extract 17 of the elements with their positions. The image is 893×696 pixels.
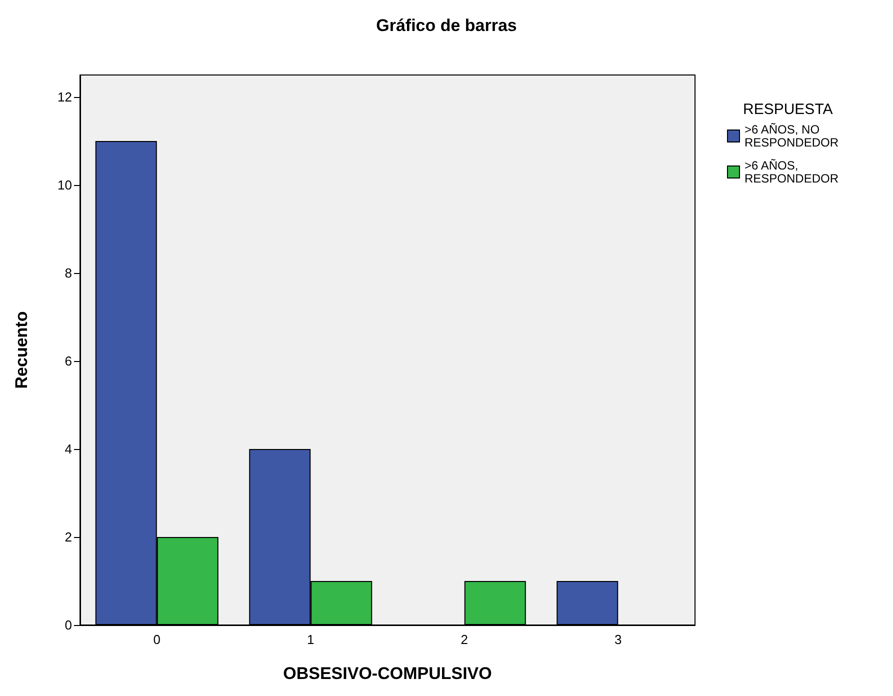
x-tick-label: 3 [614, 632, 622, 647]
x-tick-label: 0 [153, 632, 160, 647]
y-tick-label: 2 [64, 530, 72, 544]
y-tick-label: 4 [64, 442, 72, 456]
x-tick-label: 2 [460, 632, 468, 647]
legend-title: RESPUESTA [743, 101, 833, 118]
chart-title: Gráfico de barras [376, 16, 517, 35]
legend-label: >6 AÑOS, NO RESPONDEDOR [744, 122, 839, 150]
y-tick-label: 10 [58, 178, 72, 192]
x-tick-label: 1 [307, 632, 314, 647]
y-axis-title: Recuento [12, 311, 31, 389]
y-tick-label: 0 [64, 618, 72, 632]
legend-label: >6 AÑOS, RESPONDEDOR [744, 158, 839, 186]
y-tick-label: 8 [64, 266, 72, 280]
x-axis-title: OBSESIVO-COMPULSIVO [283, 664, 492, 683]
y-tick-label: 12 [58, 90, 72, 104]
y-tick-label: 6 [64, 354, 72, 368]
